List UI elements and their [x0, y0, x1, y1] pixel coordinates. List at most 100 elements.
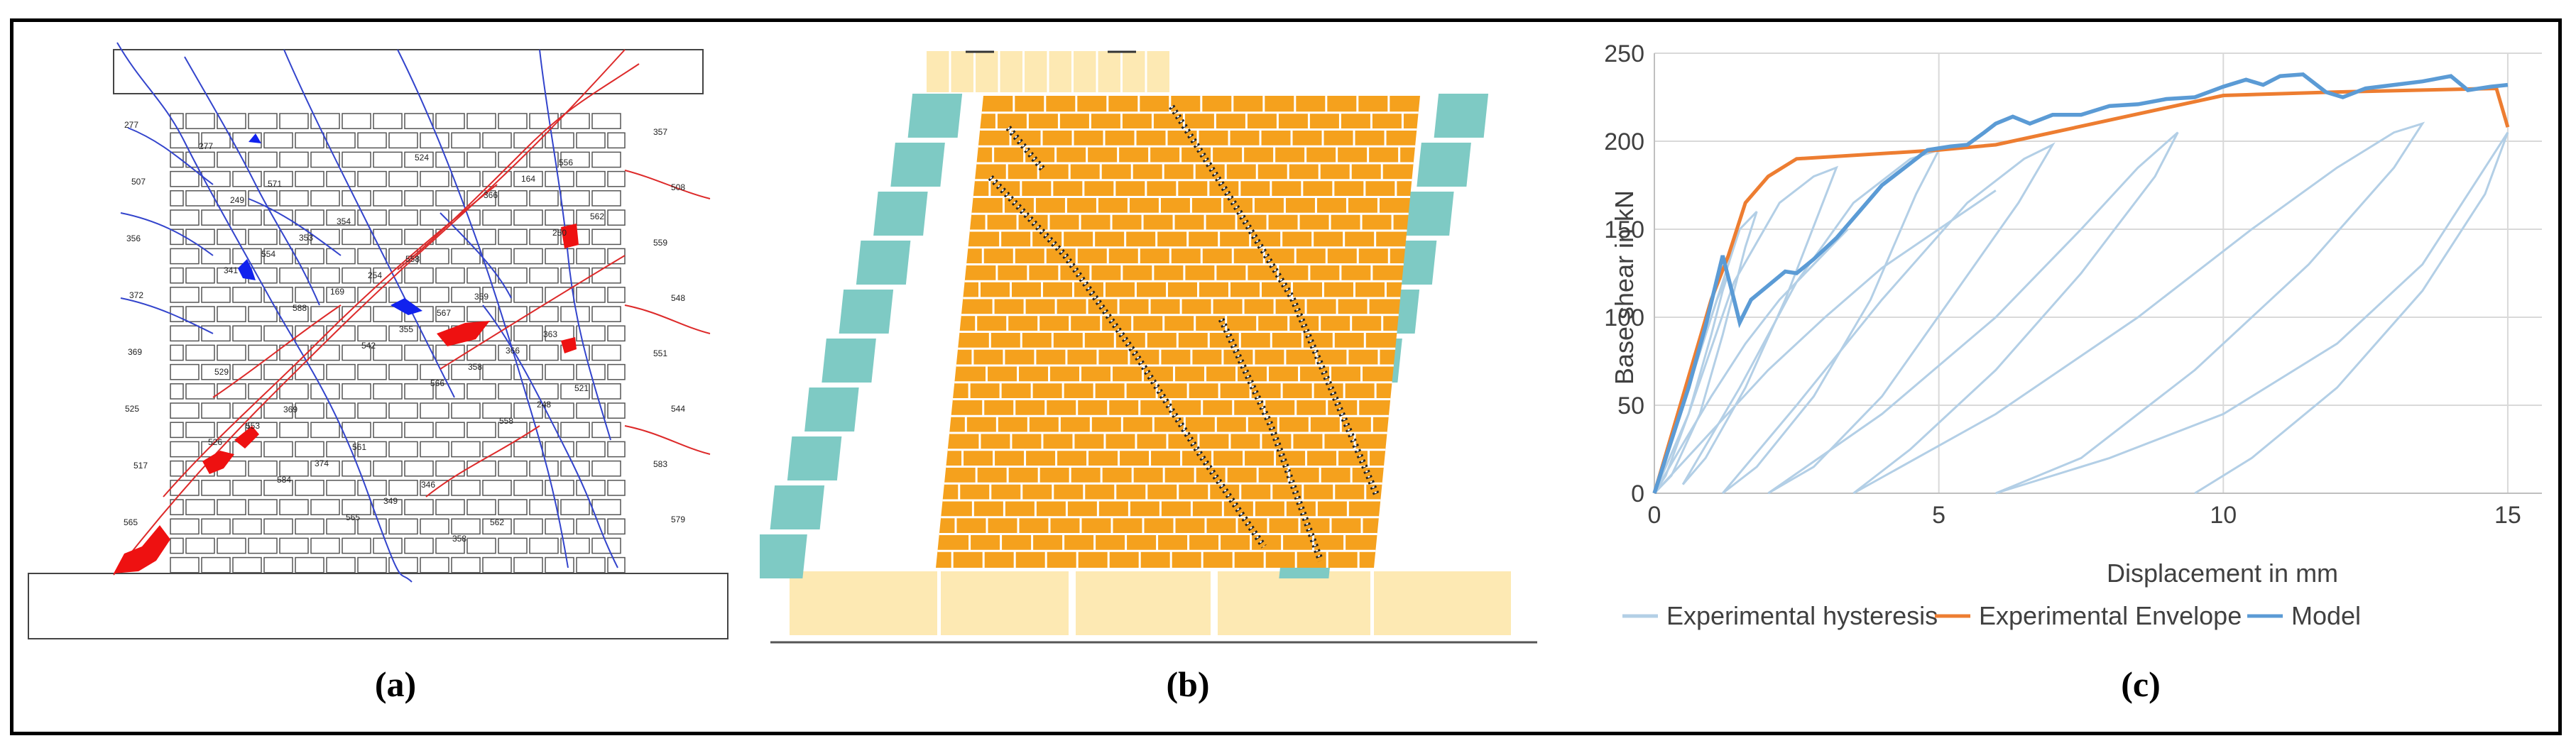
- brick: [342, 499, 371, 515]
- brick: [591, 267, 621, 284]
- brick: [373, 190, 403, 207]
- brick: [217, 499, 246, 515]
- brick: [560, 190, 590, 207]
- brick: [170, 499, 184, 515]
- brick: [435, 344, 465, 361]
- crack-width-label: 517: [133, 461, 148, 471]
- brick: [576, 132, 606, 149]
- brick: [498, 422, 528, 439]
- brick: [513, 287, 543, 303]
- brick: [295, 441, 324, 458]
- brick: [576, 556, 606, 573]
- crack-width-label: 583: [653, 459, 667, 469]
- brick: [342, 537, 371, 554]
- panel-b-top-beam: [923, 50, 1172, 92]
- foundation-slab: [28, 573, 728, 639]
- crack-width-label: 164: [521, 174, 535, 184]
- spalling-zone-red: [202, 451, 234, 474]
- crack-width-label: 507: [131, 177, 146, 187]
- brick: [560, 113, 590, 129]
- brick: [404, 499, 434, 515]
- brick: [576, 170, 606, 187]
- figure-frame: [10, 18, 2562, 735]
- crack-width-label: 249: [230, 195, 244, 205]
- brick: [591, 113, 621, 129]
- brick: [435, 383, 465, 400]
- top-beam-block: [951, 51, 973, 92]
- brick: [591, 190, 621, 207]
- brick: [170, 248, 200, 265]
- brick: [201, 480, 231, 496]
- brick: [170, 518, 200, 535]
- brick: [295, 170, 324, 187]
- brick: [498, 151, 528, 168]
- brick: [545, 363, 574, 380]
- brick: [326, 363, 356, 380]
- brick: [357, 363, 387, 380]
- caption-c: (c): [2121, 664, 2161, 704]
- brick: [404, 537, 434, 554]
- brick: [591, 422, 621, 439]
- crack-width-label: 374: [315, 458, 329, 468]
- top-beam-block: [976, 51, 998, 92]
- brick: [576, 209, 606, 226]
- brick: [295, 248, 324, 265]
- hysteresis-loop: [1653, 189, 1997, 495]
- brick: [295, 518, 324, 535]
- brick: [357, 248, 387, 265]
- brick: [607, 170, 626, 187]
- brick: [170, 556, 200, 573]
- brick: [607, 402, 626, 419]
- brick: [263, 248, 293, 265]
- brick: [545, 209, 574, 226]
- brick: [466, 499, 496, 515]
- brick: [279, 267, 309, 284]
- crack-line-blue: [116, 42, 413, 583]
- brick: [170, 441, 200, 458]
- brick: [295, 287, 324, 303]
- brick: [435, 460, 465, 477]
- crack-width-label: 248: [537, 400, 551, 410]
- brick: [342, 151, 371, 168]
- y-tick-label: 250: [1604, 40, 1644, 67]
- brick: [482, 170, 512, 187]
- crack-width-label: 369: [128, 347, 142, 357]
- brick: [529, 229, 559, 246]
- brick: [326, 132, 356, 149]
- brick: [295, 556, 324, 573]
- brick: [482, 209, 512, 226]
- top-beam-block: [1000, 51, 1022, 92]
- brick: [435, 422, 465, 439]
- brick: [420, 248, 449, 265]
- brick: [466, 113, 496, 129]
- model-line: [1652, 72, 2509, 494]
- crack-width-label: 363: [543, 329, 557, 339]
- brick: [591, 229, 621, 246]
- crack-line-red: [163, 184, 498, 498]
- brick: [279, 151, 309, 168]
- hysteresis-loop: [1852, 121, 2425, 495]
- brick: [263, 441, 293, 458]
- brick: [185, 344, 215, 361]
- brick: [498, 460, 528, 477]
- crack-width-label: 559: [653, 238, 667, 248]
- crack-line-red: [624, 425, 711, 455]
- brick: [529, 344, 559, 361]
- brick: [420, 287, 449, 303]
- legend-label: Experimental hysteresis: [1666, 601, 1938, 630]
- brick: [232, 170, 262, 187]
- brick: [326, 248, 356, 265]
- brick: [529, 267, 559, 284]
- crack-width-label: 169: [330, 287, 344, 297]
- crack-width-label: 561: [352, 442, 366, 452]
- hysteresis-loop: [1995, 131, 2509, 495]
- brick: [388, 556, 418, 573]
- brick: [263, 556, 293, 573]
- x-tick-label: 0: [1648, 502, 1661, 529]
- chart-axes: [1654, 53, 2542, 494]
- side-block-right: [1417, 143, 1471, 187]
- legend-experimental-hysteresis: Experimental hysteresis: [1622, 601, 1938, 630]
- brick: [482, 556, 512, 573]
- brick: [513, 170, 543, 187]
